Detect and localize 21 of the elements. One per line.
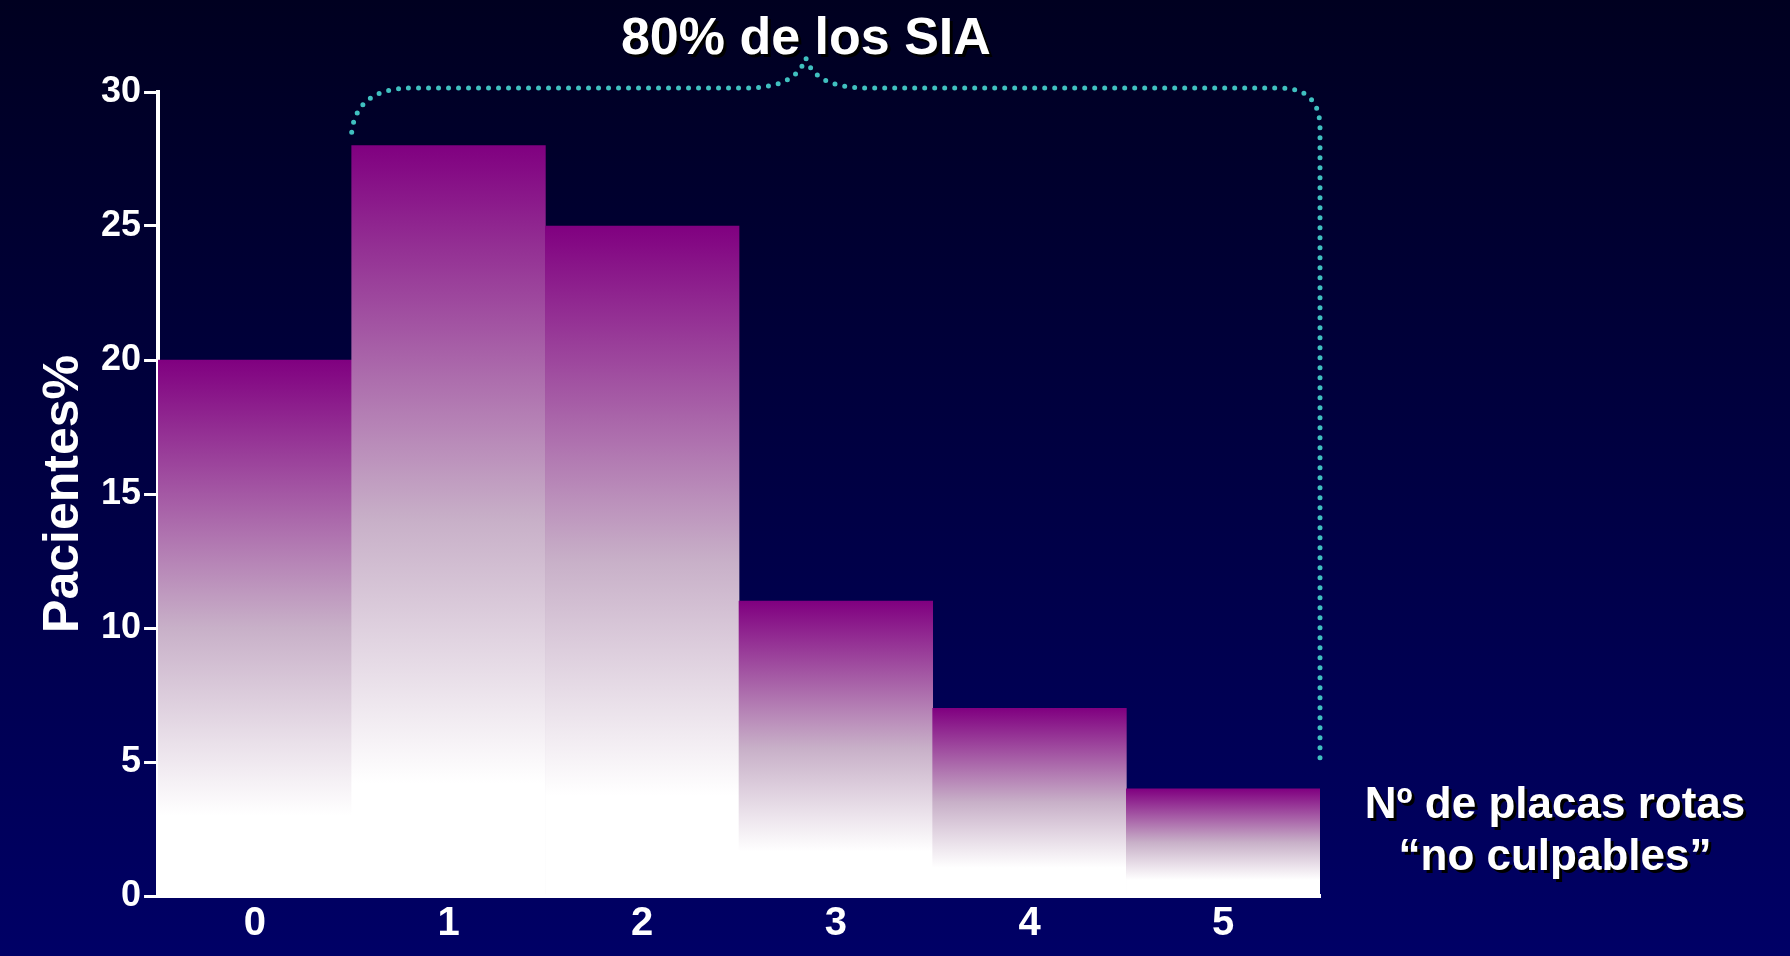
bar — [1126, 788, 1320, 895]
y-tick-label: 20 — [101, 336, 142, 378]
x-axis-title: Nº de placas rotas “no culpables” — [1364, 778, 1746, 883]
y-tick-label: 10 — [101, 604, 142, 646]
y-tick-label: 25 — [101, 202, 142, 244]
x-tick-label: 1 — [437, 899, 460, 944]
x-tick-label: 3 — [824, 899, 847, 944]
x-tick-label: 2 — [631, 899, 654, 944]
y-tick-label: 5 — [121, 738, 142, 780]
y-tick-label: 15 — [101, 470, 142, 512]
x-tick-label: 0 — [243, 899, 266, 944]
bar — [351, 145, 546, 895]
x-tick-label: 5 — [1212, 899, 1235, 944]
bar — [932, 708, 1127, 895]
text: 80% de los SIA — [623, 10, 994, 69]
x-tick-label: 4 — [1018, 899, 1042, 944]
bar — [738, 600, 934, 895]
y-tick-label: 0 — [121, 872, 142, 914]
y-axis-title: Pacientes% — [32, 355, 89, 633]
bar — [545, 225, 740, 895]
y-tick-label: 30 — [101, 68, 142, 110]
